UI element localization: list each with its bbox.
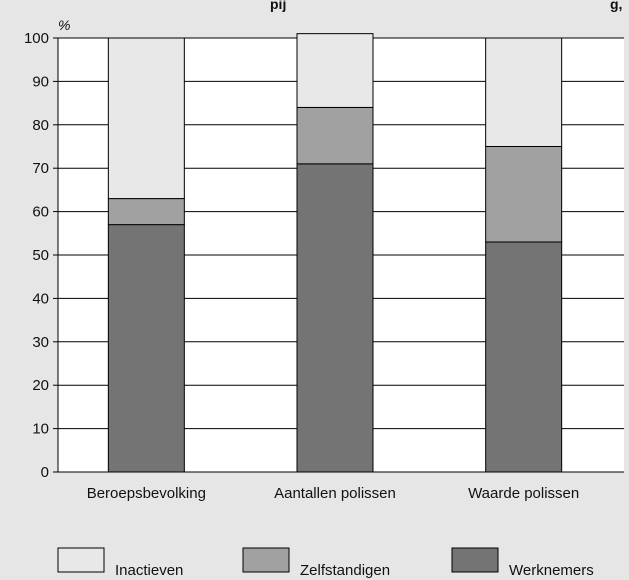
y-tick-label: 100 [24, 30, 49, 47]
bars [107, 33, 563, 473]
x-category-labels: Beroepsbevolking Aantallen polissen Waarde… [87, 485, 580, 502]
chart-title-fragment: pij [270, 0, 286, 12]
y-tick-label: 10 [32, 421, 49, 438]
x-category-label: Beroepsbevolking [87, 485, 206, 502]
y-unit-label: % [58, 17, 70, 33]
bar-segment-werknemers [107, 224, 185, 473]
y-tick-label: 20 [32, 377, 49, 394]
x-category-label: Waarde polissen [468, 485, 579, 502]
y-tick-label: 40 [32, 290, 49, 307]
bar-segment-zelfstandigen [296, 106, 374, 165]
legend-label: Inactieven [115, 562, 183, 579]
axes [57, 38, 624, 473]
bar-segment-zelfstandigen [107, 198, 185, 226]
bar-segment-werknemers [296, 163, 374, 473]
bar-segment-inactieven [107, 37, 185, 200]
legend-label: Werknemers [509, 562, 594, 579]
bar-segment-werknemers [485, 241, 563, 473]
legend-swatch [242, 547, 290, 573]
y-tick-label: 90 [32, 73, 49, 90]
bar-segment-inactieven [485, 37, 563, 147]
legend-swatch [451, 547, 499, 573]
y-tick-label: 30 [32, 334, 49, 351]
legend-label: Zelfstandigen [300, 562, 390, 579]
y-tick-labels: 0 10 20 30 40 50 60 70 80 90 100 [24, 30, 49, 481]
bar-segment-zelfstandigen [485, 146, 563, 243]
x-category-label: Aantallen polissen [274, 485, 396, 502]
bar-segment-inactieven [296, 33, 374, 108]
y-tick-label: 50 [32, 247, 49, 264]
y-tick-label: 70 [32, 160, 49, 177]
legend-swatch [57, 547, 105, 573]
y-tick-label: 0 [41, 464, 49, 481]
y-tick-label: 80 [32, 117, 49, 134]
legend: Inactieven Zelfstandigen Werknemers [57, 547, 594, 579]
y-tick-label: 60 [32, 204, 49, 221]
chart-title-fragment-right: g, [610, 0, 622, 12]
